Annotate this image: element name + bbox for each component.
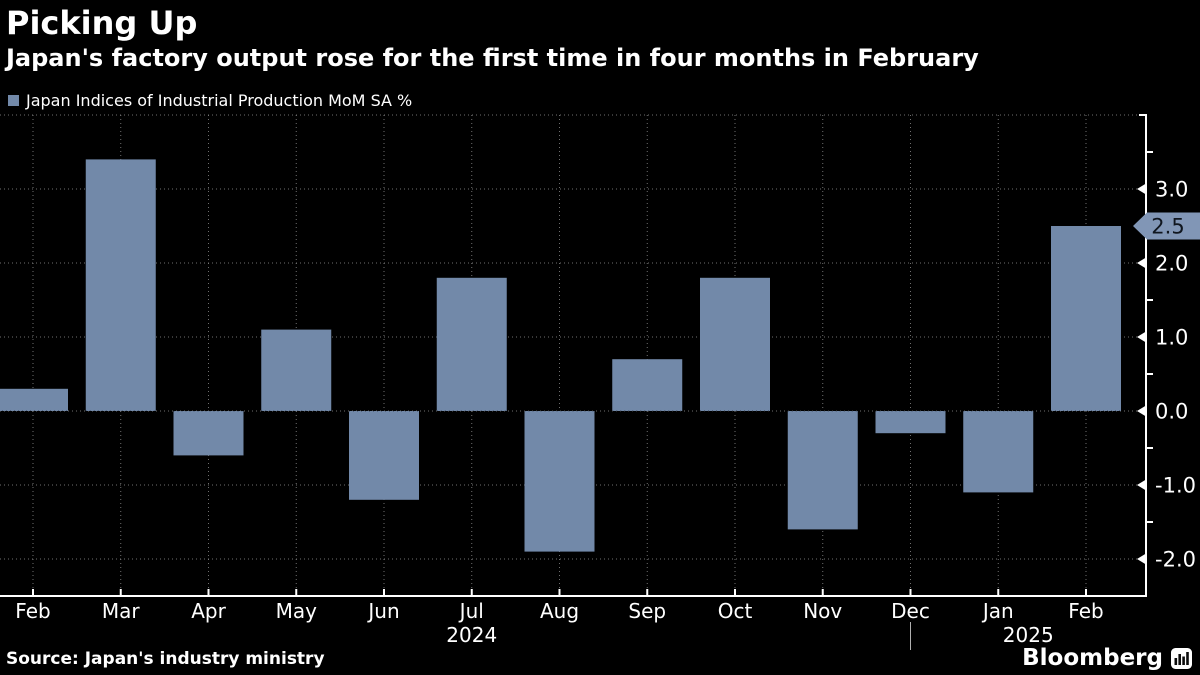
chart-title: Picking Up <box>6 4 198 42</box>
year-label-2025: 2025 <box>1003 623 1054 647</box>
x-axis-label-feb-0: Feb <box>15 599 50 623</box>
source-note: Source: Japan's industry ministry <box>6 649 325 669</box>
bloomberg-chart-icon <box>1171 647 1192 669</box>
bar-sep-7 <box>612 359 683 411</box>
bar-nov-9 <box>787 411 858 530</box>
year-label-2024: 2024 <box>446 623 497 647</box>
bar-jan-11 <box>963 411 1034 493</box>
legend: Japan Indices of Industrial Production M… <box>8 91 412 110</box>
x-axis-label-jun-4: Jun <box>366 599 399 623</box>
y-axis-label-0.0: 0.0 <box>1155 400 1188 424</box>
bar-dec-10 <box>875 411 946 434</box>
x-axis-label-jan-11: Jan <box>981 599 1014 623</box>
y-axis-label-3.0: 3.0 <box>1155 178 1188 202</box>
x-axis-label-sep-7: Sep <box>628 599 666 623</box>
y-tick-arrow--2.0 <box>1137 553 1146 565</box>
bloomberg-logo: Bloomberg <box>1022 645 1192 671</box>
y-tick-arrow-3.0 <box>1137 183 1146 195</box>
chart-subtitle: Japan's factory output rose for the firs… <box>6 44 979 72</box>
bar-jun-4 <box>349 411 419 500</box>
x-axis-label-feb-12: Feb <box>1068 599 1103 623</box>
x-axis-label-apr-2: Apr <box>191 599 226 623</box>
y-axis-label--1.0: -1.0 <box>1155 474 1196 498</box>
latest-value-badge <box>1133 212 1200 240</box>
y-tick-arrow-1.0 <box>1137 331 1146 343</box>
bar-mar-1 <box>85 159 156 411</box>
x-axis-label-oct-8: Oct <box>718 599 753 623</box>
x-axis-label-mar-1: Mar <box>102 599 141 623</box>
x-axis-label-nov-9: Nov <box>803 599 842 623</box>
y-tick-arrow-2.0 <box>1137 257 1146 269</box>
x-axis-label-aug-6: Aug <box>540 599 579 623</box>
bar-feb-12 <box>1051 226 1121 411</box>
x-axis-label-may-3: May <box>276 599 318 623</box>
x-axis-label-dec-10: Dec <box>891 599 930 623</box>
bar-oct-8 <box>700 277 770 411</box>
legend-swatch <box>8 95 19 106</box>
y-axis-label--2.0: -2.0 <box>1155 548 1196 572</box>
legend-label: Japan Indices of Industrial Production M… <box>26 91 413 110</box>
bloomberg-logo-text: Bloomberg <box>1022 645 1163 671</box>
bar-aug-6 <box>524 411 595 552</box>
bar-jul-5 <box>436 277 507 411</box>
y-tick-arrow-0.0 <box>1137 405 1146 417</box>
y-axis-label-1.0: 1.0 <box>1155 326 1188 350</box>
x-axis-label-jul-5: Jul <box>458 599 484 623</box>
y-axis-label-2.0: 2.0 <box>1155 252 1188 276</box>
y-tick-arrow--1.0 <box>1137 479 1146 491</box>
bar-apr-2 <box>173 411 244 456</box>
bar-feb-0 <box>0 388 68 411</box>
bar-may-3 <box>261 329 332 411</box>
latest-value-badge-label: 2.5 <box>1151 215 1184 239</box>
